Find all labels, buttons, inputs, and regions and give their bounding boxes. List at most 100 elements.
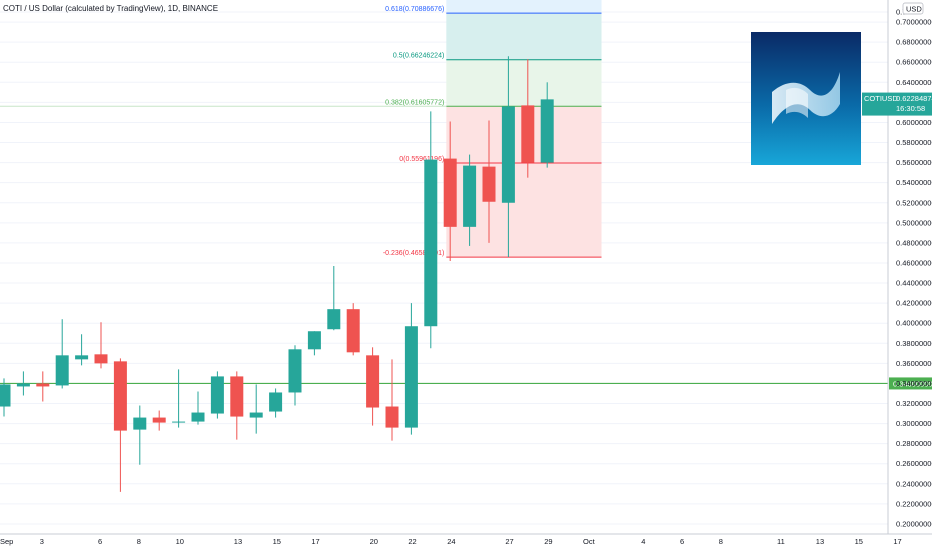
x-tick-label: 6 xyxy=(680,537,684,546)
y-tick-label: 0.30000000 xyxy=(896,419,932,428)
candle-body xyxy=(210,376,224,414)
candle-body xyxy=(540,99,554,163)
candle xyxy=(501,56,515,257)
candle-body xyxy=(0,384,11,407)
candle-body xyxy=(424,159,438,327)
candle-body xyxy=(94,354,108,364)
fib-level-label: -0.236(0.46583291) xyxy=(383,250,445,257)
x-tick-label: 29 xyxy=(544,537,552,546)
y-tick-label: 0.34000000 xyxy=(896,379,932,388)
y-tick-label: 0.24000000 xyxy=(896,479,932,488)
candle-body xyxy=(463,165,477,227)
candle-body xyxy=(404,326,418,428)
chart-title: COTI / US Dollar (calculated by TradingV… xyxy=(3,4,218,13)
candle xyxy=(269,388,283,418)
x-tick-label: 22 xyxy=(408,537,416,546)
fib-level-label: 0.382(0.61605772) xyxy=(385,99,444,106)
y-tick-label: 0.60000000 xyxy=(896,118,932,127)
horizontal-line[interactable]: 0.34000000 xyxy=(0,377,932,390)
y-tick-label: 0.70000000 xyxy=(896,18,932,27)
currency-label: USD xyxy=(906,5,922,14)
fib-zone xyxy=(446,0,602,14)
candle xyxy=(152,410,166,431)
y-tick-label: 0.7 xyxy=(896,8,906,17)
y-tick-label: 0.22000000 xyxy=(896,499,932,508)
candle xyxy=(366,347,380,426)
candle xyxy=(307,331,321,356)
x-tick-label: 15 xyxy=(273,537,281,546)
y-tick-label: 0.44000000 xyxy=(896,279,932,288)
candle xyxy=(16,371,30,396)
y-tick-label: 0.26000000 xyxy=(896,459,932,468)
candle xyxy=(463,154,477,246)
candle-body xyxy=(230,376,244,417)
last-price-badge xyxy=(862,92,932,116)
x-tick-label: 4 xyxy=(641,537,645,546)
candle xyxy=(540,82,554,168)
x-tick-label: 6 xyxy=(98,537,102,546)
fib-zone xyxy=(446,13,602,60)
candle xyxy=(346,303,360,356)
candle-body xyxy=(172,421,186,423)
candle-body xyxy=(113,361,127,431)
y-tick-label: 0.52000000 xyxy=(896,198,932,207)
candle-body xyxy=(346,309,360,353)
last-price-symbol: COTIUSD xyxy=(864,94,898,103)
last-price-value: 0.62284874 xyxy=(896,94,932,103)
candle-body xyxy=(152,417,166,423)
x-tick-label: 10 xyxy=(176,537,184,546)
time-axis[interactable]: Sep 3 6 8 10 13 15 17 20 22 24 27 29 Oct 4 6 8 11 13 15 17 xyxy=(0,533,932,546)
y-tick-label: 0.20000000 xyxy=(896,519,932,528)
candle-body xyxy=(443,158,457,227)
y-tick-label: 0.40000000 xyxy=(896,319,932,328)
candle xyxy=(113,358,127,492)
candle xyxy=(521,59,535,178)
price-axis[interactable]: 0.20000000 0.22000000 0.24000000 0.26000000… xyxy=(862,0,932,534)
candle xyxy=(288,345,302,406)
candle xyxy=(172,369,186,428)
x-tick-label: 15 xyxy=(855,537,863,546)
x-tick-label: 13 xyxy=(234,537,242,546)
candle xyxy=(94,322,108,369)
y-tick-label: 0.50000000 xyxy=(896,218,932,227)
support-price-badge xyxy=(889,377,932,390)
x-tick-label: 24 xyxy=(447,537,455,546)
candle xyxy=(249,384,263,434)
candle xyxy=(36,371,50,402)
candle xyxy=(482,120,496,243)
candle-body xyxy=(482,166,496,202)
candle-body xyxy=(307,331,321,350)
y-tick-label: 0.32000000 xyxy=(896,399,932,408)
candle xyxy=(385,359,399,441)
last-price-countdown: 16:30:58 xyxy=(896,104,925,113)
currency-box xyxy=(902,2,924,15)
fib-level-label: 0.5(0.66246224) xyxy=(393,53,444,60)
candle xyxy=(55,319,69,389)
fib-zone xyxy=(446,59,602,107)
coti-logo xyxy=(751,32,861,165)
candle xyxy=(210,371,224,419)
x-tick-label: 8 xyxy=(137,537,141,546)
candle-body xyxy=(133,417,147,430)
candle-body xyxy=(55,355,69,386)
candle-body xyxy=(366,355,380,408)
candle xyxy=(0,378,11,417)
candle-body xyxy=(249,412,263,418)
x-tick-label: Oct xyxy=(583,537,596,546)
fib-level-label: 0.618(0.70886676) xyxy=(385,6,444,13)
candle xyxy=(133,405,147,465)
x-tick-label: 3 xyxy=(40,537,44,546)
x-tick-label: 20 xyxy=(370,537,378,546)
candle-body xyxy=(36,383,50,387)
support-price-label: 0.34000000 xyxy=(893,379,932,388)
y-tick-label: 0.42000000 xyxy=(896,299,932,308)
x-tick-label: Sep xyxy=(0,537,13,546)
candle xyxy=(75,334,89,366)
candle-body xyxy=(16,383,30,387)
candle xyxy=(327,265,341,331)
candle xyxy=(230,371,244,440)
candle xyxy=(191,391,205,425)
x-tick-label: 17 xyxy=(893,537,901,546)
candle-body xyxy=(191,412,205,422)
